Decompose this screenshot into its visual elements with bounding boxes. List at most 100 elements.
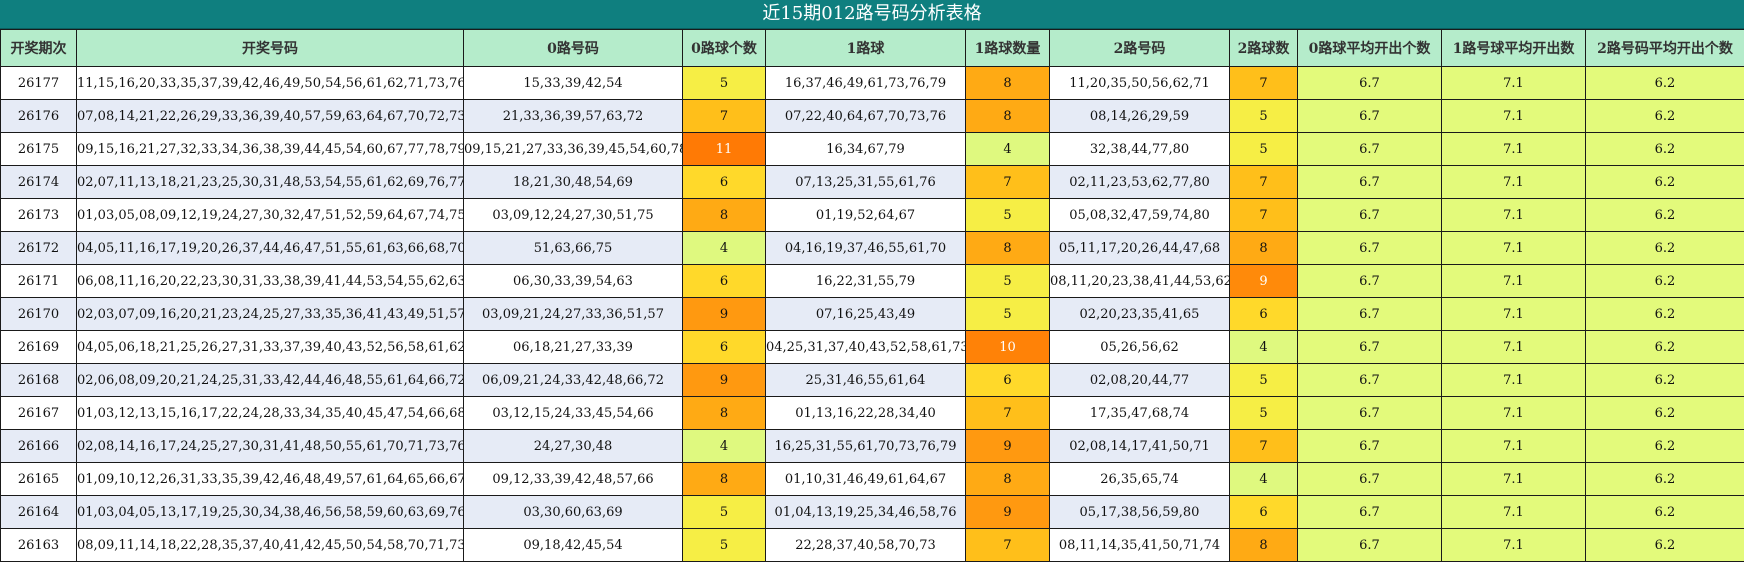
table-row: 26174 02,07,11,13,18,21,23,25,30,31,48,53… bbox=[0, 165, 1744, 199]
table-row: 26164 01,03,04,05,13,17,19,25,30,34,38,46… bbox=[0, 495, 1744, 529]
header-route2-numbers: 2路号码 bbox=[1049, 29, 1230, 67]
cell-route0-numbers: 51,63,66,75 bbox=[463, 231, 683, 265]
table-row: 26177 11,15,16,20,33,35,37,39,42,46,49,50… bbox=[0, 66, 1744, 100]
cell-route0-count: 8 bbox=[682, 198, 766, 232]
table-row: 26169 04,05,06,18,21,25,26,27,31,33,37,39… bbox=[0, 330, 1744, 364]
cell-route1-count: 7 bbox=[965, 396, 1050, 430]
cell-route1-numbers: 04,16,19,37,46,55,61,70 bbox=[765, 231, 966, 265]
cell-route0-count: 4 bbox=[682, 429, 766, 463]
cell-route2-avg: 6.2 bbox=[1585, 264, 1744, 298]
header-route1-numbers: 1路球 bbox=[765, 29, 966, 67]
cell-period: 26175 bbox=[0, 132, 77, 166]
cell-route1-count: 5 bbox=[965, 264, 1050, 298]
cell-route1-count: 9 bbox=[965, 429, 1050, 463]
cell-route0-avg: 6.7 bbox=[1297, 396, 1442, 430]
cell-route0-numbers: 09,18,42,45,54 bbox=[463, 528, 683, 562]
cell-route2-numbers: 02,20,23,35,41,65 bbox=[1049, 297, 1230, 331]
cell-route0-count: 7 bbox=[682, 99, 766, 133]
cell-route0-numbers: 09,15,21,27,33,36,39,45,54,60,78 bbox=[463, 132, 683, 166]
cell-route1-numbers: 01,19,52,64,67 bbox=[765, 198, 966, 232]
cell-period: 26167 bbox=[0, 396, 77, 430]
cell-route2-avg: 6.2 bbox=[1585, 462, 1744, 496]
cell-route0-count: 5 bbox=[682, 528, 766, 562]
cell-route2-count: 5 bbox=[1229, 99, 1298, 133]
table-row: 26170 02,03,07,09,16,20,21,23,24,25,27,33… bbox=[0, 297, 1744, 331]
cell-route0-count: 9 bbox=[682, 363, 766, 397]
header-period: 开奖期次 bbox=[0, 29, 77, 67]
table-row: 26165 01,09,10,12,26,31,33,35,39,42,46,48… bbox=[0, 462, 1744, 496]
table-row: 26168 02,06,08,09,20,21,24,25,31,33,42,44… bbox=[0, 363, 1744, 397]
cell-route0-numbers: 03,09,12,24,27,30,51,75 bbox=[463, 198, 683, 232]
table-title: 近15期012路号码分析表格 bbox=[0, 0, 1744, 29]
cell-route1-avg: 7.1 bbox=[1441, 363, 1586, 397]
cell-route2-avg: 6.2 bbox=[1585, 198, 1744, 232]
cell-route2-numbers: 32,38,44,77,80 bbox=[1049, 132, 1230, 166]
cell-numbers: 04,05,11,16,17,19,20,26,37,44,46,47,51,5… bbox=[76, 231, 464, 265]
cell-route2-numbers: 05,08,32,47,59,74,80 bbox=[1049, 198, 1230, 232]
table-row: 26173 01,03,05,08,09,12,19,24,27,30,32,47… bbox=[0, 198, 1744, 232]
cell-route2-numbers: 02,11,23,53,62,77,80 bbox=[1049, 165, 1230, 199]
cell-route0-avg: 6.7 bbox=[1297, 198, 1442, 232]
cell-route0-count: 6 bbox=[682, 264, 766, 298]
cell-route0-avg: 6.7 bbox=[1297, 297, 1442, 331]
cell-numbers: 01,03,04,05,13,17,19,25,30,34,38,46,56,5… bbox=[76, 495, 464, 529]
cell-route0-count: 5 bbox=[682, 66, 766, 100]
cell-route1-avg: 7.1 bbox=[1441, 165, 1586, 199]
cell-route1-avg: 7.1 bbox=[1441, 462, 1586, 496]
cell-route0-count: 6 bbox=[682, 330, 766, 364]
cell-route2-count: 6 bbox=[1229, 297, 1298, 331]
cell-route2-avg: 6.2 bbox=[1585, 231, 1744, 265]
cell-period: 26176 bbox=[0, 99, 77, 133]
cell-route1-count: 7 bbox=[965, 528, 1050, 562]
cell-route1-count: 6 bbox=[965, 363, 1050, 397]
cell-route0-count: 8 bbox=[682, 396, 766, 430]
cell-numbers: 08,09,11,14,18,22,28,35,37,40,41,42,45,5… bbox=[76, 528, 464, 562]
cell-route0-numbers: 24,27,30,48 bbox=[463, 429, 683, 463]
header-route1-count: 1路球数量 bbox=[965, 29, 1050, 67]
cell-route1-avg: 7.1 bbox=[1441, 264, 1586, 298]
cell-route2-numbers: 08,11,20,23,38,41,44,53,62 bbox=[1049, 264, 1230, 298]
cell-numbers: 02,03,07,09,16,20,21,23,24,25,27,33,35,3… bbox=[76, 297, 464, 331]
cell-numbers: 09,15,16,21,27,32,33,34,36,38,39,44,45,5… bbox=[76, 132, 464, 166]
cell-route2-numbers: 05,26,56,62 bbox=[1049, 330, 1230, 364]
cell-route1-avg: 7.1 bbox=[1441, 231, 1586, 265]
cell-route1-numbers: 07,16,25,43,49 bbox=[765, 297, 966, 331]
header-route2-count: 2路球数 bbox=[1229, 29, 1298, 67]
cell-route0-numbers: 06,09,21,24,33,42,48,66,72 bbox=[463, 363, 683, 397]
cell-route2-count: 4 bbox=[1229, 330, 1298, 364]
cell-route0-avg: 6.7 bbox=[1297, 66, 1442, 100]
cell-route1-numbers: 04,25,31,37,40,43,52,58,61,73 bbox=[765, 330, 966, 364]
cell-route1-avg: 7.1 bbox=[1441, 396, 1586, 430]
cell-period: 26172 bbox=[0, 231, 77, 265]
cell-route1-avg: 7.1 bbox=[1441, 66, 1586, 100]
cell-route0-avg: 6.7 bbox=[1297, 462, 1442, 496]
cell-route2-numbers: 17,35,47,68,74 bbox=[1049, 396, 1230, 430]
cell-route0-count: 6 bbox=[682, 165, 766, 199]
cell-route2-avg: 6.2 bbox=[1585, 165, 1744, 199]
cell-route2-avg: 6.2 bbox=[1585, 99, 1744, 133]
cell-numbers: 06,08,11,16,20,22,23,30,31,33,38,39,41,4… bbox=[76, 264, 464, 298]
cell-route1-avg: 7.1 bbox=[1441, 198, 1586, 232]
cell-route1-avg: 7.1 bbox=[1441, 429, 1586, 463]
cell-period: 26169 bbox=[0, 330, 77, 364]
cell-numbers: 11,15,16,20,33,35,37,39,42,46,49,50,54,5… bbox=[76, 66, 464, 100]
cell-route2-avg: 6.2 bbox=[1585, 297, 1744, 331]
table-row: 26163 08,09,11,14,18,22,28,35,37,40,41,42… bbox=[0, 528, 1744, 562]
cell-route0-avg: 6.7 bbox=[1297, 363, 1442, 397]
cell-period: 26166 bbox=[0, 429, 77, 463]
cell-route2-numbers: 05,11,17,20,26,44,47,68 bbox=[1049, 231, 1230, 265]
cell-route1-count: 5 bbox=[965, 297, 1050, 331]
cell-route1-count: 8 bbox=[965, 99, 1050, 133]
cell-route2-numbers: 26,35,65,74 bbox=[1049, 462, 1230, 496]
cell-period: 26163 bbox=[0, 528, 77, 562]
cell-route2-avg: 6.2 bbox=[1585, 66, 1744, 100]
cell-route1-numbers: 01,04,13,19,25,34,46,58,76 bbox=[765, 495, 966, 529]
cell-route1-numbers: 22,28,37,40,58,70,73 bbox=[765, 528, 966, 562]
cell-route0-avg: 6.7 bbox=[1297, 495, 1442, 529]
cell-route0-count: 4 bbox=[682, 231, 766, 265]
cell-numbers: 01,09,10,12,26,31,33,35,39,42,46,48,49,5… bbox=[76, 462, 464, 496]
table-row: 26172 04,05,11,16,17,19,20,26,37,44,46,47… bbox=[0, 231, 1744, 265]
cell-route1-numbers: 16,37,46,49,61,73,76,79 bbox=[765, 66, 966, 100]
cell-route0-avg: 6.7 bbox=[1297, 429, 1442, 463]
